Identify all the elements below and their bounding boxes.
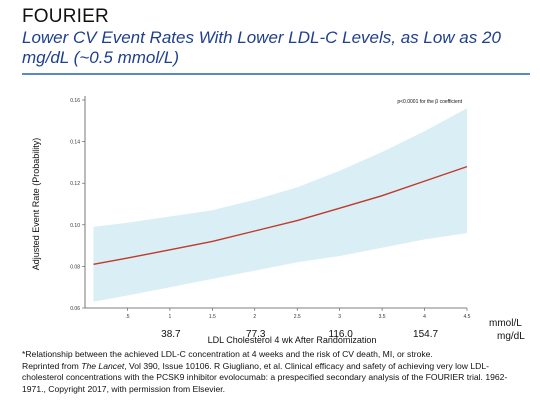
slide-title: FOURIER [22, 6, 109, 27]
chart: 0.06 0.08 0.10 0.12 0.14 0.16 .5 1 1.5 2 2.5 3 3.5 4 4… [31, 96, 471, 345]
footnote: *Relationship between the achieved LDL-C… [22, 349, 527, 395]
unit-mg-label: mg/dL [497, 331, 525, 342]
unit-mmol-label: mmol/L [489, 318, 522, 329]
secondary-x-tick-label: 116.0 [329, 329, 354, 340]
title-block: FOURIER Lower CV Event Rates With Lower … [22, 6, 522, 68]
y-tick-label: 0.12 [70, 181, 80, 187]
y-axis-label: Adjusted Event Rate (Probability) [31, 138, 41, 271]
x-axis-label: LDL Cholesterol 4 wk After Randomization [208, 335, 377, 345]
slide-subtitle: Lower CV Event Rates With Lower LDL-C Le… [22, 28, 501, 67]
x-tick-label: 4 [423, 314, 426, 320]
footnote-line1: *Relationship between the achieved LDL-C… [22, 349, 433, 359]
x-tick-label: 3.5 [379, 314, 386, 320]
y-tick-label: 0.16 [70, 98, 80, 104]
x-tick-label: 1 [168, 314, 171, 320]
footnote-journal: The Lancet [81, 360, 125, 371]
secondary-x-tick-label: 38.7 [161, 329, 181, 340]
y-tick-label: 0.14 [70, 140, 80, 146]
confidence-band [93, 108, 467, 302]
y-tick-label: 0.10 [70, 223, 80, 229]
footnote-citation-rest: , Vol 390, Issue 10106. R Giugliano, et … [22, 360, 508, 394]
estimate-line [93, 165, 468, 265]
x-tick-label: 3 [338, 314, 341, 320]
y-tick-label: 0.08 [70, 264, 80, 270]
x-tick-label: 1.5 [209, 314, 216, 320]
y-tick-label: 0.06 [70, 306, 80, 312]
secondary-x-tick-label: 154.7 [413, 329, 438, 340]
x-tick-label: .5 [125, 314, 129, 320]
x-tick-label: 2.5 [294, 314, 301, 320]
plot-area: 0.06 0.08 0.10 0.12 0.14 0.16 .5 1 1.5 2 2.5 3 3.5 4 4… [70, 96, 471, 340]
chart-annotation: p<0.0001 for the β coefficient [397, 99, 462, 105]
x-tick-label: 2 [253, 314, 256, 320]
footnote-citation: Reprinted from The Lancet, Vol 390, Issu… [22, 361, 527, 396]
secondary-x-tick-label: 77.3 [246, 329, 266, 340]
footnote-reprinted-prefix: Reprinted from [22, 360, 82, 371]
x-tick-label: 4.5 [464, 314, 471, 320]
title-divider [22, 73, 530, 75]
